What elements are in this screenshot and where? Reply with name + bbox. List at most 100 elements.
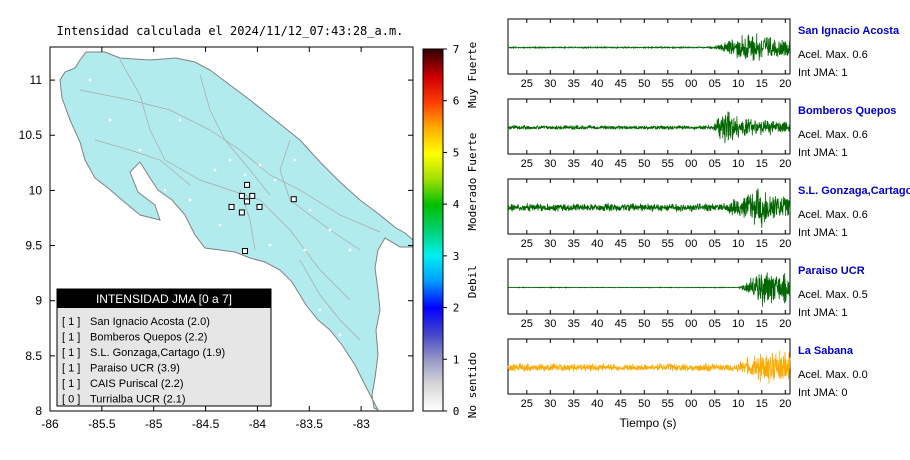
lon-tick-label: -85 xyxy=(145,417,163,431)
time-tick-label: 05 xyxy=(709,238,721,250)
time-tick-label: 25 xyxy=(521,398,533,410)
lon-tick-label: -84.5 xyxy=(192,417,220,431)
lon-tick-label: -84 xyxy=(249,417,267,431)
town-dot xyxy=(348,248,352,252)
station-int: Int JMA: 1 xyxy=(798,147,848,159)
time-tick-label: 55 xyxy=(662,158,674,170)
time-tick-label: 40 xyxy=(591,78,603,90)
legend-box xyxy=(56,288,272,407)
station-name: Bomberos Quepos xyxy=(798,105,896,117)
seismogram-panel: 25 30 35 40 45 50 55 00 05 10 15 20 Bomberos Quepos A… xyxy=(507,98,896,170)
colorbar-ticks: 0 1 2 3 4 5 6 7 No sentido Debil Moderado Fuerte Muy… xyxy=(443,42,479,418)
time-tick-label: 35 xyxy=(568,158,580,170)
time-tick-label: 50 xyxy=(638,158,650,170)
town-dot xyxy=(303,248,307,252)
town-dot xyxy=(243,173,247,177)
x-axis-label: Tiempo (s) xyxy=(620,416,677,430)
legend-item-label: CAIS Puriscal (2.2) xyxy=(90,378,184,390)
lat-tick-label: 9.5 xyxy=(25,239,42,253)
colorbar-category-label: Debil xyxy=(466,265,479,298)
time-tick-label: 15 xyxy=(756,158,768,170)
station-marker xyxy=(238,209,245,216)
colorbar-tick-label: 1 xyxy=(453,353,460,366)
seismogram-panel: 25 30 35 40 45 50 55 00 05 10 15 20 Paraiso UCR Acel.… xyxy=(507,258,868,330)
station-marker xyxy=(228,203,235,210)
map-road-line xyxy=(79,89,381,233)
town-dot xyxy=(268,243,272,247)
time-tick-label: 05 xyxy=(709,318,721,330)
lat-tick-label: 10.5 xyxy=(19,128,43,142)
legend-item-value: [ 1 ] xyxy=(62,378,80,390)
station-marker xyxy=(244,198,251,205)
station-acel: Acel. Max. 0.0 xyxy=(798,369,868,381)
time-tick-label: 55 xyxy=(662,398,674,410)
colorbar-tick-label: 5 xyxy=(453,146,460,159)
station-int: Int JMA: 1 xyxy=(798,227,848,239)
seismogram-panel: 25 30 35 40 45 50 55 00 05 10 15 20 La Sabana Acel. M… xyxy=(507,338,868,410)
map-axes: -86 -85.5 -85 -84.5 -84 -83.5 -83 8 8.5 9 9.5 10 10.… xyxy=(19,47,413,431)
colorbar-category-label: Muy Fuerte xyxy=(466,42,479,108)
time-tick-label: 10 xyxy=(732,78,744,90)
time-tick-label: 15 xyxy=(756,238,768,250)
time-tick-label: 45 xyxy=(615,238,627,250)
waveform-line xyxy=(507,33,791,61)
time-tick-label: 05 xyxy=(709,78,721,90)
town-dot xyxy=(308,208,312,212)
time-tick-label: 35 xyxy=(568,398,580,410)
station-marker xyxy=(238,192,245,199)
station-acel: Acel. Max. 0.5 xyxy=(798,289,868,301)
time-tick-label: 55 xyxy=(662,78,674,90)
time-tick-label: 55 xyxy=(662,238,674,250)
town-dot xyxy=(108,118,112,122)
station-marker xyxy=(290,196,297,203)
town-dot xyxy=(338,333,342,337)
legend-item-value: [ 0 ] xyxy=(62,394,80,406)
legend-item-value: [ 1 ] xyxy=(62,316,80,328)
time-tick-label: 40 xyxy=(591,318,603,330)
time-tick-label: 00 xyxy=(685,398,697,410)
time-tick-label: 05 xyxy=(709,398,721,410)
station-marker xyxy=(244,181,251,188)
lon-tick-label: -83 xyxy=(352,417,370,431)
time-tick-label: 50 xyxy=(638,238,650,250)
time-tick-label: 35 xyxy=(568,318,580,330)
legend-title: INTENSIDAD JMA [0 a 7] xyxy=(96,292,232,306)
lat-tick-label: 11 xyxy=(30,73,43,87)
time-tick-label: 45 xyxy=(615,78,627,90)
station-marker xyxy=(241,248,248,255)
time-tick-label: 20 xyxy=(779,238,791,250)
time-tick-label: 15 xyxy=(756,78,768,90)
lon-tick-label: -83.5 xyxy=(296,417,324,431)
time-tick-label: 30 xyxy=(544,158,556,170)
time-tick-label: 35 xyxy=(568,238,580,250)
seismogram-panels: 25 30 35 40 45 50 55 00 05 10 15 20 San Ignacio Acos… xyxy=(507,18,910,410)
legend-item-label: San Ignacio Acosta (2.0) xyxy=(90,316,210,328)
town-dot xyxy=(258,163,262,167)
station-int: Int JMA: 1 xyxy=(798,307,848,319)
time-tick-label: 05 xyxy=(709,158,721,170)
legend-item-value: [ 1 ] xyxy=(62,347,80,359)
intensity-colorbar: 0 1 2 3 4 5 6 7 No sentido Debil Moderado Fuerte Muy… xyxy=(422,42,479,418)
town-dot xyxy=(328,228,332,232)
colorbar-category-label: Fuerte xyxy=(466,133,479,173)
time-tick-label: 50 xyxy=(638,398,650,410)
town-dot xyxy=(318,308,322,312)
legend-item-label: Paraiso UCR (3.9) xyxy=(90,363,180,375)
seismogram-panel: 25 30 35 40 45 50 55 00 05 10 15 20 S.L. Gonzaga,Car… xyxy=(507,178,910,250)
station-name: S.L. Gonzaga,Cartago xyxy=(798,185,910,197)
time-tick-label: 10 xyxy=(732,238,744,250)
station-name: Paraiso UCR xyxy=(798,265,865,277)
station-marker xyxy=(256,203,263,210)
time-tick-label: 35 xyxy=(568,78,580,90)
costa-rica-land xyxy=(59,51,414,412)
time-tick-label: 40 xyxy=(591,398,603,410)
lat-tick-label: 8 xyxy=(35,404,42,418)
station-name: San Ignacio Acosta xyxy=(798,25,900,37)
colorbar-category-label: No sentido xyxy=(466,352,479,418)
intensity-legend: INTENSIDAD JMA [0 a 7] [ 1 ] San Ignacio … xyxy=(56,288,272,407)
time-tick-label: 30 xyxy=(544,238,556,250)
time-tick-label: 10 xyxy=(732,318,744,330)
waveform-line xyxy=(507,350,791,384)
map-road-line xyxy=(94,139,191,186)
time-tick-label: 10 xyxy=(732,158,744,170)
